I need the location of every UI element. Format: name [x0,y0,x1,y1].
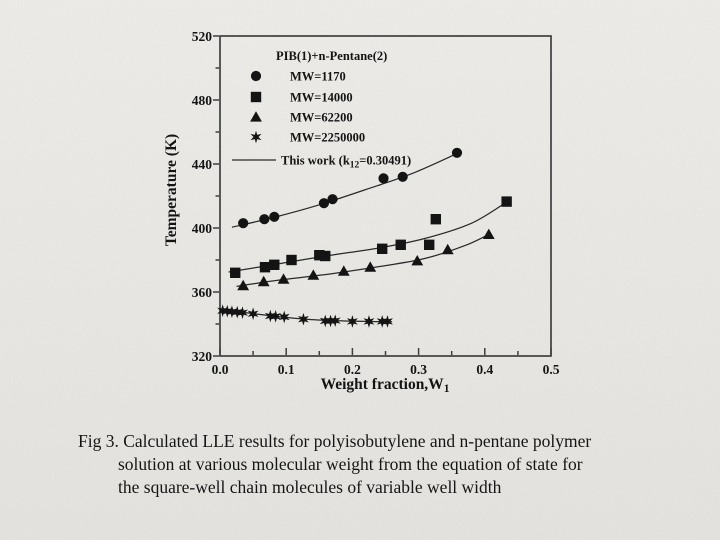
plot-frame [219,35,552,357]
circle-marker [269,211,280,222]
triangle-marker [307,269,320,280]
legend-label: MW=14000 [290,91,353,105]
circle-marker [378,173,389,184]
square-marker [395,239,406,250]
star-marker [363,315,375,328]
square-marker [250,91,262,103]
square-marker [269,259,280,270]
triangle-marker [237,279,250,291]
triangle-marker [337,265,350,276]
x-tick-label: 0.3 [410,362,427,377]
star-marker [376,315,388,328]
star-marker [237,306,248,319]
star-marker [346,315,358,328]
x-tick-label: 0.1 [278,362,295,377]
figure-caption-line: Fig 3. Calculated LLE results for polyis… [78,431,592,451]
square-marker [376,243,388,254]
square-marker [314,250,325,261]
star-marker [278,310,290,324]
y-tick-label: 480 [192,93,213,108]
triangle-marker [364,261,377,272]
star-marker [382,315,393,328]
circle-marker [327,194,338,205]
y-tick-label: 520 [192,29,213,44]
legend-label: MW=1170 [290,70,346,84]
square-marker [230,267,241,278]
y-tick-label: 320 [192,349,213,364]
x-tick-label: 0.2 [344,362,361,377]
triangle-marker [277,273,290,284]
series-star [217,304,393,328]
legend-fit-label: This work (k12=0.30491) [281,154,411,171]
y-axis-title: Temperature (K) [163,134,180,246]
x-axis-title: Weight fraction,W1 [321,376,450,395]
x-tick-label: 0.0 [212,362,229,377]
star-marker [319,314,331,328]
circle-marker [397,171,408,182]
square-marker [259,262,271,273]
star-marker [325,314,337,328]
circle-marker [250,70,262,82]
figure-caption-line: solution at various molecular weight fro… [118,454,583,474]
star-marker [264,309,276,323]
star-marker [221,304,233,318]
legend-label: MW=62200 [290,111,353,125]
fit-curve-star [219,309,393,323]
square-marker [430,214,442,225]
series-square [230,196,512,278]
circle-marker [451,147,463,158]
square-marker [501,196,512,207]
square-marker [423,239,435,250]
legend-title: PIB(1)+n-Pentane(2) [276,49,387,63]
series-triangle [237,228,495,291]
star-marker [250,130,262,144]
triangle-marker [482,228,495,239]
legend-label: MW=2250000 [290,131,365,145]
star-marker [247,307,259,321]
y-tick-label: 440 [192,157,213,172]
x-tick-label: 0.4 [476,362,493,377]
series-circle [238,147,463,229]
fit-curve-triangle [236,233,490,288]
circle-marker [318,198,330,209]
triangle-marker [411,255,424,266]
star-marker [231,305,243,319]
star-marker [329,314,341,327]
legend: This work (k12=0.30491) [232,70,411,171]
y-tick-label: 360 [192,285,213,300]
x-tick-label: 0.5 [543,362,560,377]
star-marker [217,304,229,318]
square-marker [286,254,297,266]
triangle-marker [441,243,454,255]
circle-marker [238,218,249,229]
star-marker [270,310,282,323]
square-marker [320,250,331,262]
triangle-marker [257,275,270,287]
star-marker [297,312,309,326]
triangle-marker [250,111,262,122]
circle-marker [259,214,270,225]
figure-caption-line: the square-well chain molecules of varia… [118,477,502,497]
star-marker [226,305,238,318]
y-tick-label: 400 [192,221,213,236]
